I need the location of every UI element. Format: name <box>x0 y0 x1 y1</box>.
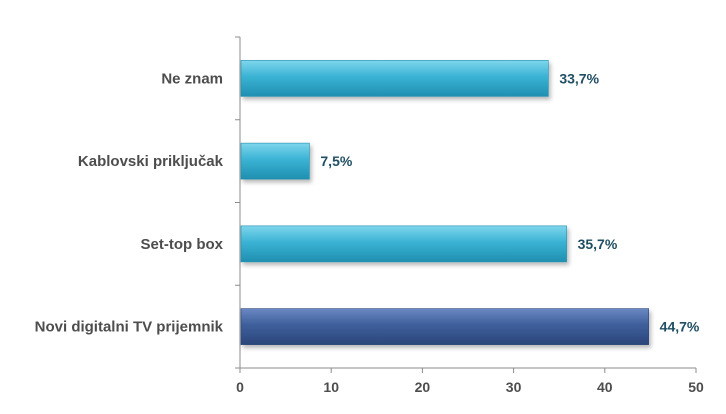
x-tick-label: 20 <box>415 379 431 395</box>
bar <box>240 308 649 345</box>
x-tick-label: 30 <box>506 379 522 395</box>
data-label: 35,7% <box>578 236 618 252</box>
category-label: Kablovski priključak <box>78 153 224 170</box>
data-label: 44,7% <box>660 319 700 335</box>
data-label: 33,7% <box>559 70 599 86</box>
x-tick-label: 40 <box>597 379 613 395</box>
category-label: Novi digitalni TV prijemnik <box>35 319 224 336</box>
bar <box>240 142 310 180</box>
labels: 0 10 20 30 40 50 Ne znam 33,7% Kablovski priklju… <box>35 70 704 395</box>
x-tick-label: 50 <box>688 379 704 395</box>
category-label: Ne znam <box>161 70 223 87</box>
x-tick-label: 10 <box>323 379 339 395</box>
x-tick-label: 0 <box>236 379 244 395</box>
data-label: 7,5% <box>320 153 352 169</box>
axes <box>235 36 697 373</box>
category-label: Set-top box <box>141 236 224 253</box>
bar <box>240 60 549 97</box>
bar <box>240 225 567 263</box>
bars <box>240 60 649 345</box>
